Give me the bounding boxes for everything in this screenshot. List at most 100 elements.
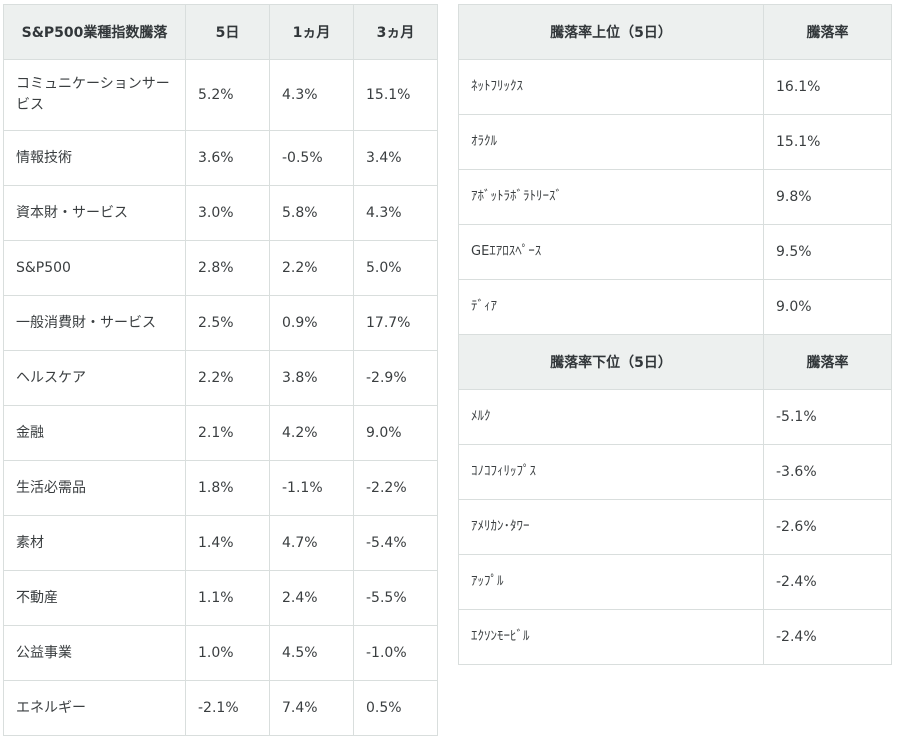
value-5day: 3.0% (185, 185, 270, 241)
sector-name: 不動産 (3, 570, 186, 626)
change-rate: -2.4% (763, 609, 892, 665)
sector-name: 金融 (3, 405, 186, 461)
bottom-movers-title: 騰落率下位（5日） (458, 334, 764, 390)
value-5day: 1.8% (185, 460, 270, 516)
sector-row: S&P500 2.8% 2.2% 5.0% (3, 240, 438, 296)
sector-table-header-row: S&P500業種指数騰落 5日 1ヵ月 3ヵ月 (3, 4, 438, 60)
value-1month: 2.4% (269, 570, 354, 626)
value-5day: 1.0% (185, 625, 270, 681)
mover-row: ｱﾒﾘｶﾝ･ﾀﾜｰ -2.6% (458, 499, 892, 555)
value-3month: 5.0% (353, 240, 438, 296)
value-3month: -5.5% (353, 570, 438, 626)
mover-row: ｱｯﾌﾟﾙ -2.4% (458, 554, 892, 610)
top-movers-title: 騰落率上位（5日） (458, 4, 764, 60)
mover-row: ｱﾎﾞｯﾄﾗﾎﾞﾗﾄﾘｰｽﾞ 9.8% (458, 169, 892, 225)
mover-row: ﾒﾙｸ -5.1% (458, 389, 892, 445)
sector-row: 不動産 1.1% 2.4% -5.5% (3, 570, 438, 626)
change-rate: 15.1% (763, 114, 892, 170)
change-rate: 16.1% (763, 59, 892, 115)
change-rate: 9.5% (763, 224, 892, 280)
change-rate: 9.8% (763, 169, 892, 225)
value-1month: 2.2% (269, 240, 354, 296)
value-3month: -2.9% (353, 350, 438, 406)
value-3month: -5.4% (353, 515, 438, 571)
mover-row: ｺﾉｺﾌｨﾘｯﾌﾟｽ -3.6% (458, 444, 892, 500)
sector-row: 公益事業 1.0% 4.5% -1.0% (3, 625, 438, 681)
company-name: ﾈｯﾄﾌﾘｯｸｽ (458, 59, 764, 115)
value-1month: 4.2% (269, 405, 354, 461)
value-5day: -2.1% (185, 680, 270, 736)
sector-name: 公益事業 (3, 625, 186, 681)
value-3month: -2.2% (353, 460, 438, 516)
sector-row: 素材 1.4% 4.7% -5.4% (3, 515, 438, 571)
value-3month: 17.7% (353, 295, 438, 351)
sector-name: 一般消費財・サービス (3, 295, 186, 351)
value-3month: 3.4% (353, 130, 438, 186)
sector-name: S&P500 (3, 240, 186, 296)
change-rate: 9.0% (763, 279, 892, 335)
col-header-3month: 3ヵ月 (353, 4, 438, 60)
company-name: ｵﾗｸﾙ (458, 114, 764, 170)
company-name: GEｴｱﾛｽﾍﾟｰｽ (458, 224, 764, 280)
col-header-1month: 1ヵ月 (269, 4, 354, 60)
mover-row: ﾃﾞｨｱ 9.0% (458, 279, 892, 335)
value-5day: 3.6% (185, 130, 270, 186)
value-3month: 15.1% (353, 59, 438, 131)
value-3month: 0.5% (353, 680, 438, 736)
company-name: ｱｯﾌﾟﾙ (458, 554, 764, 610)
company-name: ｴｸｿﾝﾓｰﾋﾞﾙ (458, 609, 764, 665)
mover-row: ｴｸｿﾝﾓｰﾋﾞﾙ -2.4% (458, 609, 892, 665)
value-5day: 1.4% (185, 515, 270, 571)
company-name: ﾃﾞｨｱ (458, 279, 764, 335)
mover-row: ｵﾗｸﾙ 15.1% (458, 114, 892, 170)
value-1month: 0.9% (269, 295, 354, 351)
change-rate: -2.4% (763, 554, 892, 610)
value-1month: -0.5% (269, 130, 354, 186)
top-movers-header-row: 騰落率上位（5日） 騰落率 (458, 4, 892, 60)
change-rate: -2.6% (763, 499, 892, 555)
value-5day: 2.8% (185, 240, 270, 296)
bottom-movers-rate-header: 騰落率 (763, 334, 892, 390)
value-5day: 2.5% (185, 295, 270, 351)
top-movers-rate-header: 騰落率 (763, 4, 892, 60)
sector-name: コミュニケーションサービス (3, 59, 186, 131)
sector-row: 一般消費財・サービス 2.5% 0.9% 17.7% (3, 295, 438, 351)
value-3month: 9.0% (353, 405, 438, 461)
sector-row: 金融 2.1% 4.2% 9.0% (3, 405, 438, 461)
change-rate: -5.1% (763, 389, 892, 445)
sector-name: 生活必需品 (3, 460, 186, 516)
company-name: ｺﾉｺﾌｨﾘｯﾌﾟｽ (458, 444, 764, 500)
bottom-movers-header-row: 騰落率下位（5日） 騰落率 (458, 334, 892, 390)
col-header-5day: 5日 (185, 4, 270, 60)
change-rate: -3.6% (763, 444, 892, 500)
value-3month: -1.0% (353, 625, 438, 681)
sector-name: 情報技術 (3, 130, 186, 186)
mover-row: GEｴｱﾛｽﾍﾟｰｽ 9.5% (458, 224, 892, 280)
movers-table: 騰落率上位（5日） 騰落率 ﾈｯﾄﾌﾘｯｸｽ 16.1% ｵﾗｸﾙ 15.1% … (458, 4, 892, 665)
sector-name: エネルギー (3, 680, 186, 736)
value-1month: -1.1% (269, 460, 354, 516)
mover-row: ﾈｯﾄﾌﾘｯｸｽ 16.1% (458, 59, 892, 115)
sector-row: 情報技術 3.6% -0.5% 3.4% (3, 130, 438, 186)
sector-row: 生活必需品 1.8% -1.1% -2.2% (3, 460, 438, 516)
company-name: ｱﾎﾞｯﾄﾗﾎﾞﾗﾄﾘｰｽﾞ (458, 169, 764, 225)
sector-row: コミュニケーションサービス 5.2% 4.3% 15.1% (3, 59, 438, 131)
sector-row: 資本財・サービス 3.0% 5.8% 4.3% (3, 185, 438, 241)
sector-row: ヘルスケア 2.2% 3.8% -2.9% (3, 350, 438, 406)
company-name: ｱﾒﾘｶﾝ･ﾀﾜｰ (458, 499, 764, 555)
sector-name: 資本財・サービス (3, 185, 186, 241)
value-1month: 4.3% (269, 59, 354, 131)
value-1month: 3.8% (269, 350, 354, 406)
sector-performance-table: S&P500業種指数騰落 5日 1ヵ月 3ヵ月 コミュニケーションサービス 5.… (3, 4, 438, 736)
value-1month: 7.4% (269, 680, 354, 736)
company-name: ﾒﾙｸ (458, 389, 764, 445)
value-5day: 5.2% (185, 59, 270, 131)
value-1month: 4.7% (269, 515, 354, 571)
value-5day: 2.1% (185, 405, 270, 461)
sector-name: 素材 (3, 515, 186, 571)
value-5day: 1.1% (185, 570, 270, 626)
value-1month: 5.8% (269, 185, 354, 241)
sector-name: ヘルスケア (3, 350, 186, 406)
value-5day: 2.2% (185, 350, 270, 406)
